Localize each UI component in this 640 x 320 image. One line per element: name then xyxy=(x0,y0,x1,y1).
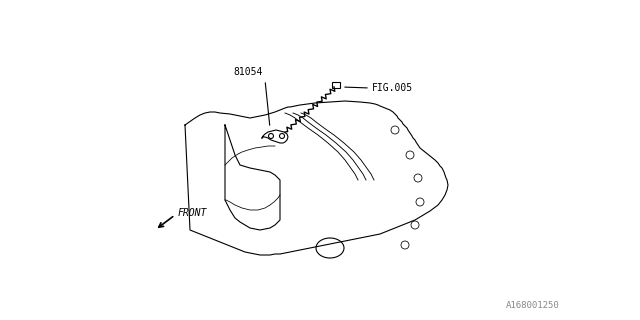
Text: 81054: 81054 xyxy=(234,67,262,77)
Text: FIG.005: FIG.005 xyxy=(372,83,413,93)
Text: FRONT: FRONT xyxy=(178,208,207,218)
Bar xyxy=(332,82,340,88)
Text: A168001250: A168001250 xyxy=(506,301,560,310)
